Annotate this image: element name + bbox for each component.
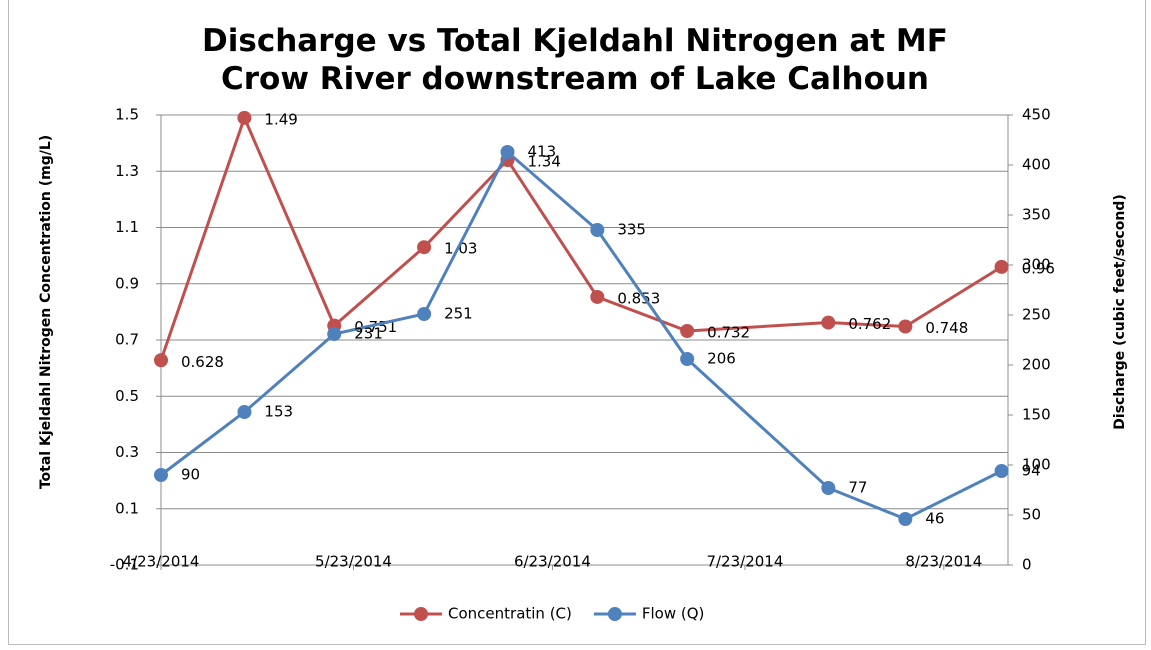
data-label: 335 <box>617 221 646 239</box>
x-tick-label: 7/23/2014 <box>706 553 783 571</box>
y2-tick-label: 300 <box>1022 256 1051 274</box>
data-point <box>680 352 695 366</box>
data-point <box>898 319 913 334</box>
chart-title: Discharge vs Total Kjeldahl Nitrogen at … <box>202 23 948 97</box>
x-tick-label: 6/23/2014 <box>514 553 591 571</box>
x-tick-label: 4/23/2014 <box>123 553 200 571</box>
data-label: 251 <box>444 305 473 323</box>
series-line <box>160 149 1003 521</box>
data-label: 94 <box>1022 462 1041 480</box>
y2-tick-label: 350 <box>1022 206 1051 224</box>
data-point <box>417 307 432 321</box>
data-point <box>821 315 836 330</box>
data-point <box>994 259 1009 274</box>
legend-marker <box>607 607 622 621</box>
data-point <box>327 327 342 341</box>
data-point <box>237 405 252 419</box>
data-point <box>898 512 913 526</box>
y-tick-label: 0.3 <box>115 443 139 461</box>
y-tick-label: 1.5 <box>115 106 139 124</box>
y2-tick-label: 150 <box>1022 406 1051 424</box>
series-line <box>159 113 1003 361</box>
data-label: 90 <box>181 466 200 484</box>
data-point <box>417 240 432 255</box>
data-label: 0.762 <box>848 315 891 333</box>
y2-tick-label: 100 <box>1022 456 1051 474</box>
data-point <box>500 145 515 159</box>
x-tick-label: 5/23/2014 <box>315 553 392 571</box>
y2-axis-title: Discharge (cubic feet/second) <box>1112 194 1128 429</box>
x-tick-label: 8/23/2014 <box>905 553 982 571</box>
y-tick-label: 0.5 <box>115 387 139 405</box>
y2-tick-label: 400 <box>1022 156 1051 174</box>
y-tick-label: 1.1 <box>115 218 139 236</box>
data-label: 1.03 <box>444 240 477 258</box>
y-tick-label: 0.9 <box>115 274 139 292</box>
data-point <box>994 464 1009 478</box>
data-label: 0.748 <box>925 319 968 337</box>
legend-marker <box>414 607 428 621</box>
data-label: 231 <box>354 325 383 343</box>
data-label: 413 <box>528 143 557 161</box>
data-label: 77 <box>848 479 867 497</box>
chart-frame <box>8 0 1146 645</box>
data-point <box>154 353 168 368</box>
data-point <box>821 481 836 495</box>
data-label: 0.628 <box>181 353 224 371</box>
y-tick-label: 1.3 <box>115 162 139 180</box>
data-label: 46 <box>925 510 944 528</box>
y-axis-title: Total Kjeldahl Nitrogen Concentration (m… <box>38 135 54 489</box>
data-label: 1.49 <box>264 110 297 128</box>
data-point <box>154 468 168 482</box>
y2-tick-label: 50 <box>1022 506 1041 524</box>
legend-label: Flow (Q) <box>642 605 705 623</box>
data-label: 153 <box>264 403 293 421</box>
y2-tick-label: 250 <box>1022 306 1051 324</box>
data-label: 0.96 <box>1022 259 1055 277</box>
y-tick-label: 0.7 <box>115 331 139 349</box>
y-tick-label: -0.1 <box>110 556 139 574</box>
data-point <box>590 223 605 237</box>
y-tick-label: 0.1 <box>115 499 139 517</box>
y2-tick-label: 0 <box>1022 556 1032 574</box>
legend-label: Concentratin (C) <box>448 605 572 623</box>
y2-tick-label: 200 <box>1022 356 1051 374</box>
data-point <box>237 110 252 125</box>
data-label: 1.34 <box>528 153 561 171</box>
data-point <box>680 324 695 338</box>
y2-tick-label: 450 <box>1022 106 1051 124</box>
data-label: 206 <box>707 350 736 368</box>
data-point <box>590 289 605 304</box>
data-label: 0.732 <box>707 324 750 342</box>
